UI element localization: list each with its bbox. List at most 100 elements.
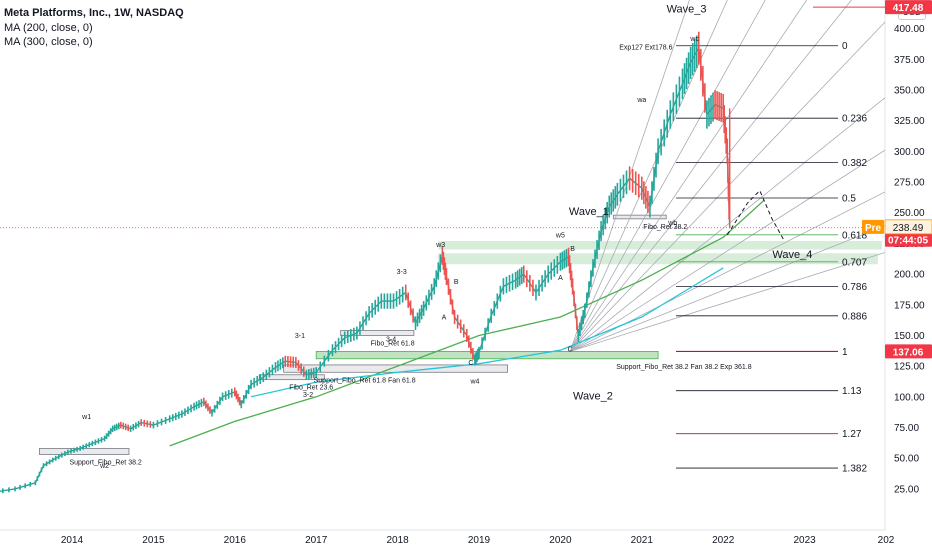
price-series	[0, 45, 731, 492]
y-tick-label: 125.00	[894, 362, 925, 373]
point-label: 3-1	[295, 333, 305, 340]
support-zone	[438, 240, 882, 250]
point-label: 3-2	[303, 392, 313, 399]
x-tick-label: 2017	[305, 535, 328, 546]
fib-level-label: 0.236	[842, 114, 867, 125]
fib-level-label: 0.886	[842, 311, 867, 322]
point-label: A	[442, 315, 447, 322]
ma300-legend[interactable]: MA (300, close, 0)	[4, 36, 93, 48]
y-tick-label: 375.00	[894, 55, 925, 66]
point-label: B	[570, 246, 575, 253]
point-label: wb	[667, 220, 677, 227]
x-tick-label: 2015	[142, 535, 165, 546]
x-tick-label: 2022	[712, 535, 735, 546]
support-zone	[39, 447, 130, 455]
point-label: w1	[81, 414, 91, 421]
x-tick-label: 2023	[793, 535, 816, 546]
point-label: C	[568, 346, 573, 353]
point-label: B	[454, 279, 459, 286]
support-zone-label: Fibo_Ret 23.6	[289, 385, 333, 392]
wave-label: Wave_3	[667, 4, 707, 16]
fan-line	[569, 149, 885, 352]
x-tick-label: 2016	[224, 535, 247, 546]
fib-level-label: 0	[842, 41, 848, 52]
fib-level-label: 1.382	[842, 464, 867, 475]
ma200-legend[interactable]: MA (200, close, 0)	[4, 22, 93, 34]
support-zone	[315, 351, 659, 360]
pre-price-label: 238.49	[893, 223, 924, 234]
price-tag-countdown: 07:44:05	[888, 236, 928, 247]
moving-average-line	[169, 199, 765, 447]
x-tick-label: 2021	[631, 535, 654, 546]
point-label: w4	[469, 378, 479, 385]
pre-price-tag	[884, 219, 932, 235]
support-zone	[612, 214, 667, 220]
y-tick-label: 350.00	[894, 85, 925, 96]
y-tick-label: 150.00	[894, 331, 925, 342]
point-label: A	[558, 275, 563, 282]
y-tick-label: 100.00	[894, 392, 925, 403]
point-label: 3-4	[386, 337, 396, 344]
y-tick-label: 200.00	[894, 270, 925, 281]
price-tag	[885, 0, 932, 15]
fib-level-label: 0.382	[842, 158, 867, 169]
fan-line	[569, 0, 690, 352]
moving-average-line	[250, 267, 724, 398]
y-tick-label: 75.00	[894, 423, 919, 434]
pre-badge	[862, 219, 884, 234]
point-label: Exp127 Ext178.6	[619, 44, 672, 51]
wave-label: Wave_2	[573, 390, 613, 402]
y-tick-label: 250.00	[894, 208, 925, 219]
wave-label: Wave_4	[772, 249, 812, 261]
fib-level-label: 0.618	[842, 230, 867, 241]
fan-line	[569, 0, 808, 352]
fib-level-label: 0.5	[842, 193, 856, 204]
support-zone-label: Fibo_Ret 38.2	[643, 224, 687, 231]
fib-level-label: 1.27	[842, 429, 862, 440]
fib-level-label: 0.707	[842, 257, 867, 268]
support-zone-label: Support_Fibo_Ret 61.8 Fan 61.8	[314, 377, 416, 384]
fan-line	[569, 0, 852, 352]
support-zone	[340, 330, 415, 336]
y-tick-label: 50.00	[894, 454, 919, 465]
point-label: w2	[99, 463, 109, 470]
chart-title: Meta Platforms, Inc., 1W, NASDAQ	[4, 7, 184, 19]
support-zone-label: Fibo_Ret 61.8	[371, 340, 415, 347]
point-label: w5	[555, 232, 565, 239]
support-zone-label: Support_Fibo_Ret 38.2	[69, 460, 141, 467]
fib-level-label: 0.786	[842, 282, 867, 293]
y-tick-label: 25.00	[894, 484, 919, 495]
point-label: 3-3	[397, 269, 407, 276]
y-tick-label: 300.00	[894, 147, 925, 158]
fan-line	[569, 0, 766, 352]
support-zone-label: Support_Fibo_Ret 38.2 Fan 38.2 Exp 361.8	[616, 364, 752, 371]
price-tag	[885, 344, 932, 359]
wave-label: Wave_1	[569, 206, 609, 218]
fan-line	[570, 252, 885, 352]
x-tick-label: 2019	[468, 535, 491, 546]
x-tick-label: 202	[878, 535, 895, 546]
y-tick-label: 175.00	[894, 300, 925, 311]
x-tick-label: 2018	[386, 535, 409, 546]
support-zone	[258, 374, 325, 381]
y-tick-label: 400.00	[894, 24, 925, 35]
support-zone	[438, 253, 878, 265]
point-label: wa	[636, 97, 646, 104]
fan-line	[570, 225, 885, 352]
wave-4-projection	[726, 189, 785, 242]
point-label: C	[468, 360, 473, 367]
price-tag-label: 137.06	[893, 347, 924, 358]
fib-level-label: 1.13	[842, 386, 862, 397]
pre-badge-label: Pre	[865, 223, 882, 234]
point-label: wc	[689, 36, 699, 43]
point-label: w3	[435, 242, 445, 249]
y-tick-label: 325.00	[894, 116, 925, 127]
fan-line	[569, 0, 728, 352]
price-tag-label: 417.48	[893, 3, 924, 14]
x-tick-label: 2014	[61, 535, 84, 546]
fib-level-label: 1	[842, 347, 848, 358]
fan-line	[569, 21, 885, 352]
fan-line	[569, 97, 885, 352]
y-tick-label: 275.00	[894, 178, 925, 189]
